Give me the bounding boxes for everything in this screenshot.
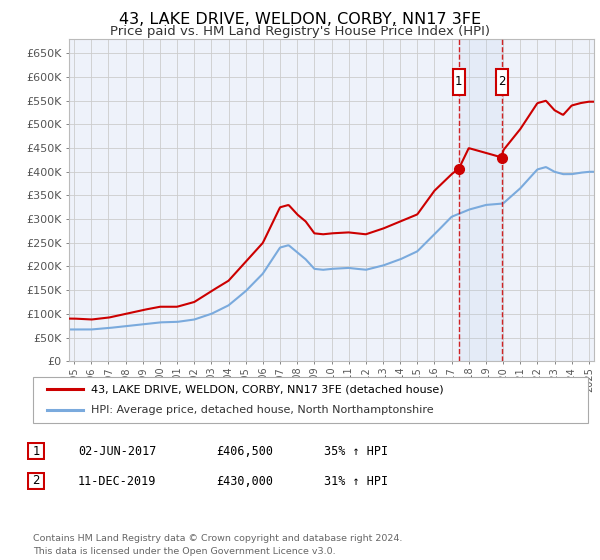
- Text: Price paid vs. HM Land Registry's House Price Index (HPI): Price paid vs. HM Land Registry's House …: [110, 25, 490, 38]
- Bar: [496, 68, 508, 95]
- Text: 2: 2: [499, 75, 506, 88]
- Text: 02-JUN-2017: 02-JUN-2017: [78, 445, 157, 459]
- Bar: [459, 39, 502, 361]
- Text: £430,000: £430,000: [216, 475, 273, 488]
- Text: HPI: Average price, detached house, North Northamptonshire: HPI: Average price, detached house, Nort…: [91, 405, 434, 416]
- Text: 1: 1: [455, 75, 463, 88]
- Text: 35% ↑ HPI: 35% ↑ HPI: [324, 445, 388, 459]
- Text: 2: 2: [32, 474, 40, 488]
- Text: Contains HM Land Registry data © Crown copyright and database right 2024.
This d: Contains HM Land Registry data © Crown c…: [33, 534, 403, 556]
- Text: £406,500: £406,500: [216, 445, 273, 459]
- Text: 1: 1: [32, 445, 40, 458]
- Text: 43, LAKE DRIVE, WELDON, CORBY, NN17 3FE: 43, LAKE DRIVE, WELDON, CORBY, NN17 3FE: [119, 12, 481, 27]
- Bar: [453, 68, 465, 95]
- Text: 43, LAKE DRIVE, WELDON, CORBY, NN17 3FE (detached house): 43, LAKE DRIVE, WELDON, CORBY, NN17 3FE …: [91, 384, 444, 394]
- Text: 31% ↑ HPI: 31% ↑ HPI: [324, 475, 388, 488]
- Text: 11-DEC-2019: 11-DEC-2019: [78, 475, 157, 488]
